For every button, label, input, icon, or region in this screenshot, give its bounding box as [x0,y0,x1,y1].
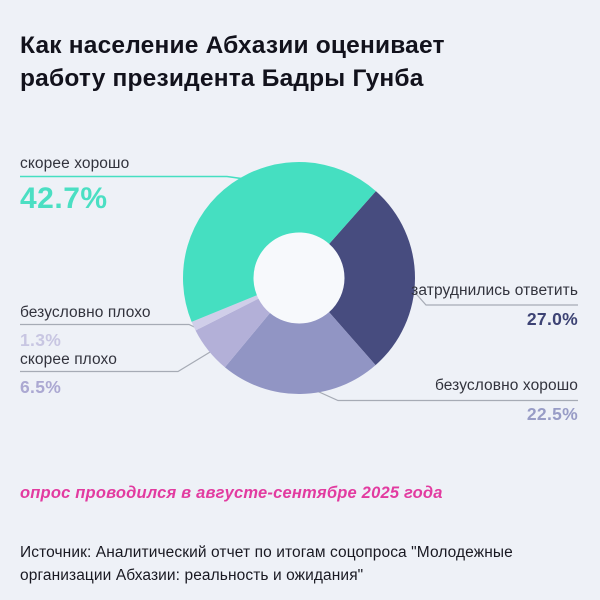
segment-label: скорее плохо [20,351,117,368]
callout-skoree-horosho: скорее хорошо 42.7% [20,155,129,216]
donut-segment-zatrudnilis [329,191,416,366]
segment-value: 27.0% [526,308,578,329]
source-text: Источник: Аналитический отчет по итогам … [20,544,513,585]
donut-segment-bezuslovno-horosho [224,312,376,395]
segment-value: 22.5% [526,403,578,424]
callout-bezuslovno-horosho: безусловно хорошо 22.5% [435,377,578,425]
page-title: Как население Абхазии оценивает работу п… [20,32,445,92]
survey-period-note: опрос проводился в августе-сентябре 2025… [20,484,443,502]
segment-label: безусловно хорошо [435,377,578,394]
segment-value: 42.7% [20,181,108,215]
donut-hole [251,230,347,326]
donut-segment-skoree-ploho [195,298,270,368]
callout-zatrudnilis-otvetit: затруднились ответить 27.0% [411,282,578,330]
donut-segment-skoree-horosho [182,161,376,322]
donut-segment-bezuslovno-ploho [191,295,259,331]
segment-label: скорее хорошо [20,155,130,172]
leader-line-skoree-ploho [20,345,221,373]
segment-label: безусловно плохо [20,304,151,321]
callout-skoree-ploho: скорее плохо 6.5% [20,351,117,398]
segment-value: 6.5% [20,376,62,397]
callout-bezuslovno-ploho: безусловно плохо 1.3% [20,304,151,351]
segment-value: 1.3% [20,329,62,350]
segment-label: затруднились ответить [411,282,578,299]
